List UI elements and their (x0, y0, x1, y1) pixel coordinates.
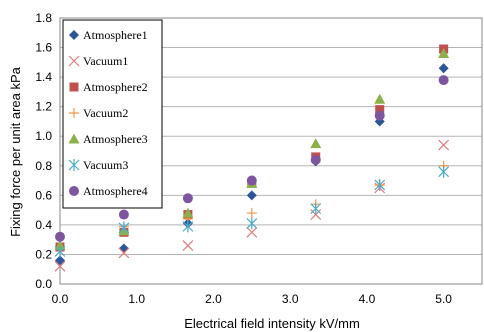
data-point (246, 175, 257, 186)
legend-label: Atmosphere2 (83, 80, 148, 94)
y-tick-label: 0.6 (35, 188, 52, 202)
legend-label: Atmosphere4 (83, 184, 148, 198)
data-point (438, 47, 450, 58)
legend-marker (68, 133, 80, 144)
x-tick-labels: 0.0 1.0 2.0 3.0 4.0 5.0 (52, 292, 453, 306)
data-point (438, 139, 450, 151)
legend-item-vacuum3: Vacuum3 (68, 158, 128, 172)
data-point (54, 240, 66, 251)
series-atmosphere4 (55, 75, 449, 242)
y-tick-label: 1.0 (35, 129, 52, 143)
series-vacuum3 (54, 165, 450, 258)
legend-label: Vacuum3 (83, 158, 128, 172)
x-tick-label: 0.0 (52, 292, 69, 306)
data-point (246, 217, 258, 230)
y-tick-label: 0.8 (35, 159, 52, 173)
data-point (310, 202, 322, 215)
y-tick-label: 0.2 (35, 247, 52, 261)
data-points (54, 44, 450, 272)
x-tick-label: 1.0 (128, 292, 145, 306)
data-point (182, 207, 194, 218)
legend-marker (69, 186, 79, 196)
data-point (182, 220, 194, 233)
y-tick-labels: 0.0 0.2 0.4 0.6 0.8 1.0 1.2 1.4 1.6 1.8 (35, 11, 52, 291)
data-point (55, 255, 65, 266)
x-tick-label: 3.0 (282, 292, 299, 306)
y-axis-title: Fixing force per unit area kPa (8, 66, 23, 237)
legend-marker (69, 108, 79, 118)
y-tick-label: 1.8 (35, 11, 52, 25)
legend-item-vacuum2: Vacuum2 (69, 106, 128, 120)
data-point (374, 93, 386, 104)
data-point (118, 209, 129, 220)
y-tick-label: 0.0 (35, 277, 52, 291)
legend-marker (69, 30, 79, 40)
y-tick-label: 1.4 (35, 70, 52, 84)
data-point (118, 243, 129, 254)
y-tick-label: 0.4 (35, 218, 52, 232)
series-atmosphere3 (54, 47, 450, 251)
legend-label: Vacuum1 (83, 54, 128, 68)
legend-label: Atmosphere3 (83, 132, 148, 146)
legend-item-atmosphere2: Atmosphere2 (69, 80, 148, 94)
legend-item-atmosphere4: Atmosphere4 (69, 184, 148, 198)
legend-marker (68, 55, 80, 67)
plot-area-frame (59, 17, 483, 285)
data-point (310, 138, 322, 149)
x-tick-label: 4.0 (359, 292, 376, 306)
data-point (246, 226, 258, 238)
y-tick-label: 1.6 (35, 41, 52, 55)
data-point (182, 240, 194, 252)
legend-box (62, 19, 163, 209)
x-tick-label: 2.0 (205, 292, 222, 306)
legend-marker (69, 82, 79, 92)
legend-item-atmosphere3: Atmosphere3 (68, 132, 148, 146)
data-point (55, 231, 65, 242)
data-point (375, 105, 385, 115)
data-point (118, 221, 130, 234)
data-point (182, 193, 193, 204)
legend-item-atmosphere1: Atmosphere1 (69, 28, 148, 42)
data-point (118, 247, 130, 259)
data-point (246, 208, 257, 219)
legend-item-vacuum1: Vacuum1 (68, 54, 128, 68)
data-point (438, 165, 450, 178)
legend-label: Vacuum2 (83, 106, 128, 120)
x-axis-title: Electrical field intensity kV/mm (184, 316, 360, 331)
data-point (438, 63, 449, 74)
data-point (246, 190, 257, 201)
data-point (54, 245, 66, 258)
data-point (54, 260, 66, 272)
x-tick-label: 5.0 (435, 292, 452, 306)
legend: Atmosphere1 Vacuum1 Atmosphere2 Vacuum2 Atmo… (62, 19, 163, 209)
data-point (374, 178, 386, 191)
y-tick-label: 1.2 (35, 100, 52, 114)
data-point (374, 110, 385, 121)
legend-label: Atmosphere1 (83, 28, 148, 42)
legend-marker (68, 159, 80, 171)
data-point (310, 154, 321, 165)
data-point (438, 75, 449, 86)
